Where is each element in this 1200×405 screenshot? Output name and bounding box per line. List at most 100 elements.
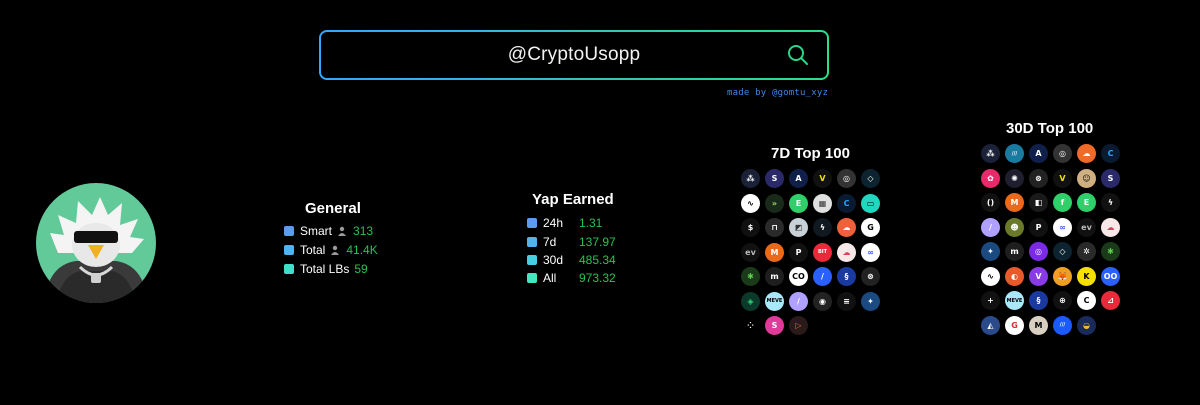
- token-3-icon[interactable]: A: [789, 169, 808, 188]
- token-a47-icon[interactable]: ◒: [1077, 315, 1096, 335]
- token-a9-icon[interactable]: ⊗: [1029, 168, 1048, 188]
- total-label: Total: [300, 243, 326, 257]
- token-24-icon[interactable]: ∞: [861, 242, 880, 262]
- token-a6-icon[interactable]: C: [1101, 144, 1120, 163]
- token-33-icon[interactable]: /: [789, 291, 808, 311]
- token-a14-icon[interactable]: M: [1005, 193, 1024, 212]
- token-a39-icon[interactable]: §: [1029, 291, 1048, 310]
- yap-row: 24h 1.31: [527, 216, 602, 230]
- token-a2-icon[interactable]: ///: [1005, 144, 1024, 163]
- yap-swatch: [527, 255, 537, 265]
- token-a12-icon[interactable]: S: [1101, 168, 1120, 188]
- token-20-icon[interactable]: M: [765, 242, 784, 262]
- search-bar[interactable]: @CryptoUsopp: [319, 30, 829, 80]
- token-a29-icon[interactable]: ✲: [1077, 242, 1096, 261]
- token-34-icon[interactable]: ◉: [813, 291, 832, 311]
- token-a45-icon[interactable]: M: [1029, 315, 1048, 335]
- token-15-icon[interactable]: ◩: [789, 218, 808, 237]
- token-a25-icon[interactable]: ✦: [981, 242, 1000, 261]
- token-6-icon[interactable]: ◇: [861, 169, 880, 188]
- token-21-icon[interactable]: P: [789, 242, 808, 262]
- token-a18-icon[interactable]: ϟ: [1101, 193, 1120, 212]
- general-row-lbs: Total LBs 59: [284, 262, 368, 276]
- token-8-icon[interactable]: »: [765, 193, 784, 213]
- token-a26-icon[interactable]: m: [1005, 242, 1024, 261]
- token-10-icon[interactable]: ▦: [813, 193, 832, 213]
- token-a35-icon[interactable]: K: [1077, 266, 1096, 286]
- token-37-icon[interactable]: ⁘: [741, 316, 760, 335]
- yap-swatch: [527, 237, 537, 247]
- token-18-icon[interactable]: G: [861, 218, 880, 237]
- avatar-illustration: [44, 197, 148, 303]
- token-a5-icon[interactable]: ☁: [1077, 144, 1096, 163]
- token-35-icon[interactable]: ≡: [837, 291, 856, 311]
- token-a40-icon[interactable]: ⊕: [1053, 291, 1072, 310]
- lbs-label: Total LBs: [300, 262, 350, 276]
- token-a22-icon[interactable]: ∞: [1053, 217, 1072, 237]
- token-a13-icon[interactable]: (): [981, 193, 1000, 212]
- token-25-icon[interactable]: ✱: [741, 267, 760, 286]
- token-38-icon[interactable]: S: [765, 316, 784, 335]
- token-31-icon[interactable]: ◈: [741, 291, 760, 311]
- token-12-icon[interactable]: ▭: [861, 193, 880, 213]
- token-17-icon[interactable]: ☁: [837, 218, 856, 237]
- token-a32-icon[interactable]: ◐: [1005, 266, 1024, 286]
- token-a37-icon[interactable]: +: [981, 291, 1000, 310]
- search-icon[interactable]: [787, 44, 809, 66]
- search-input[interactable]: @CryptoUsopp: [507, 44, 641, 65]
- token-a44-icon[interactable]: G: [1005, 315, 1024, 335]
- credit-link[interactable]: made by @gomtu_xyz: [727, 88, 829, 98]
- token-a46-icon[interactable]: ///: [1053, 315, 1072, 335]
- token-19-icon[interactable]: ev: [741, 242, 760, 262]
- token-a43-icon[interactable]: ◭: [981, 315, 1000, 335]
- token-a17-icon[interactable]: E: [1077, 193, 1096, 212]
- token-9-icon[interactable]: E: [789, 193, 808, 213]
- token-a24-icon[interactable]: ☁: [1101, 217, 1120, 237]
- token-a16-icon[interactable]: f: [1053, 193, 1072, 212]
- token-a38-icon[interactable]: MEVE: [1005, 291, 1024, 310]
- token-22-icon[interactable]: BIT: [813, 242, 832, 262]
- token-1-icon[interactable]: ⁂: [741, 169, 760, 188]
- token-a10-icon[interactable]: V: [1053, 168, 1072, 188]
- token-23-icon[interactable]: ☁: [837, 242, 856, 262]
- token-a33-icon[interactable]: V: [1029, 266, 1048, 286]
- token-a30-icon[interactable]: ✱: [1101, 242, 1120, 261]
- token-36-icon[interactable]: ✦: [861, 291, 880, 311]
- token-14-icon[interactable]: ⊓: [765, 218, 784, 237]
- token-39-icon[interactable]: ▷: [789, 316, 808, 335]
- token-13-icon[interactable]: $: [741, 218, 760, 237]
- token-a41-icon[interactable]: C: [1077, 291, 1096, 310]
- yap-period-label: All: [543, 271, 557, 285]
- token-a4-icon[interactable]: ◎: [1053, 144, 1072, 163]
- token-a42-icon[interactable]: ⊿: [1101, 291, 1120, 310]
- token-a27-icon[interactable]: ◎: [1029, 242, 1048, 261]
- token-29-icon[interactable]: §: [837, 267, 856, 286]
- token-a19-icon[interactable]: /: [981, 217, 1000, 237]
- token-a11-icon[interactable]: ☺: [1077, 168, 1096, 188]
- token-a20-icon[interactable]: ☻: [1005, 217, 1024, 237]
- token-a7-icon[interactable]: ✿: [981, 168, 1000, 188]
- token-a21-icon[interactable]: P: [1029, 217, 1048, 237]
- smart-label: Smart: [300, 224, 333, 238]
- token-a15-icon[interactable]: ◧: [1029, 193, 1048, 212]
- token-2-icon[interactable]: S: [765, 169, 784, 188]
- token-27-icon[interactable]: CO: [789, 267, 808, 286]
- token-11-icon[interactable]: C: [837, 193, 856, 213]
- token-a8-icon[interactable]: ✺: [1005, 168, 1024, 188]
- token-32-icon[interactable]: MEVE: [765, 291, 784, 311]
- token-5-icon[interactable]: ◎: [837, 169, 856, 188]
- token-30-icon[interactable]: ⊗: [861, 267, 880, 286]
- token-16-icon[interactable]: ϟ: [813, 218, 832, 237]
- token-a23-icon[interactable]: ev: [1077, 217, 1096, 237]
- token-26-icon[interactable]: m: [765, 267, 784, 286]
- token-a34-icon[interactable]: 🦊: [1053, 266, 1072, 286]
- token-a1-icon[interactable]: ⁂: [981, 144, 1000, 163]
- token-28-icon[interactable]: /: [813, 267, 832, 286]
- token-a3-icon[interactable]: A: [1029, 144, 1048, 163]
- token-a31-icon[interactable]: ∿: [981, 266, 1000, 286]
- yap-swatch: [527, 273, 537, 283]
- token-a28-icon[interactable]: ◇: [1053, 242, 1072, 261]
- token-a36-icon[interactable]: OO: [1101, 266, 1120, 286]
- token-7-icon[interactable]: ∿: [741, 193, 760, 213]
- token-4-icon[interactable]: V: [813, 169, 832, 188]
